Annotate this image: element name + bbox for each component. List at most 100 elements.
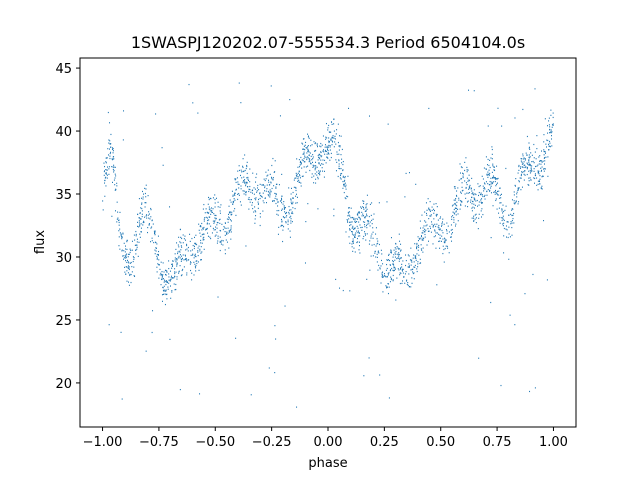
data-point	[349, 211, 351, 213]
data-point	[156, 257, 158, 259]
data-point	[408, 263, 410, 265]
data-point	[252, 207, 254, 210]
y-tick-label: 45	[55, 62, 72, 77]
data-point	[302, 148, 304, 150]
data-point	[496, 193, 498, 195]
data-point	[186, 243, 188, 245]
data-point	[292, 212, 294, 215]
data-point	[451, 216, 453, 218]
data-point	[225, 239, 227, 241]
data-point	[230, 219, 231, 221]
data-point	[342, 175, 344, 177]
data-point	[499, 197, 501, 199]
data-point	[137, 213, 139, 216]
data-point	[324, 146, 326, 148]
data-point	[273, 185, 275, 187]
data-point	[153, 241, 155, 244]
data-point	[205, 229, 207, 231]
data-point	[362, 238, 364, 240]
data-point	[230, 201, 232, 203]
data-point	[176, 258, 178, 260]
data-point	[434, 230, 436, 232]
data-point	[165, 289, 167, 291]
data-point	[507, 221, 509, 223]
data-point	[304, 144, 306, 146]
data-point	[174, 289, 176, 291]
data-point	[303, 158, 305, 160]
data-point	[228, 217, 230, 219]
data-point	[448, 252, 450, 254]
data-point	[282, 229, 284, 231]
data-point	[256, 190, 258, 192]
data-point	[175, 288, 177, 291]
data-point	[549, 146, 551, 148]
data-point	[491, 182, 493, 185]
data-point	[328, 144, 330, 147]
data-point	[366, 203, 368, 205]
data-point	[416, 244, 418, 246]
data-point	[375, 245, 377, 247]
data-point	[386, 267, 388, 270]
data-point	[468, 174, 470, 176]
data-point	[221, 239, 223, 242]
data-point	[212, 220, 214, 222]
data-point	[197, 247, 199, 249]
data-point	[217, 237, 219, 240]
data-point	[551, 138, 553, 140]
data-point	[249, 185, 251, 188]
data-point	[543, 154, 545, 156]
data-point	[238, 192, 240, 195]
data-point	[485, 181, 487, 183]
data-point	[146, 214, 147, 216]
data-point	[371, 223, 373, 225]
data-point	[136, 244, 138, 246]
data-point	[501, 217, 503, 219]
data-point	[219, 241, 221, 243]
data-point	[414, 243, 416, 245]
data-point	[457, 220, 459, 222]
data-point	[489, 189, 491, 192]
data-point	[161, 274, 163, 276]
data-point	[119, 211, 121, 214]
data-point	[339, 287, 341, 289]
data-point	[299, 181, 301, 183]
data-point	[265, 178, 267, 180]
data-point	[460, 203, 462, 205]
data-point	[144, 216, 146, 218]
data-point	[411, 277, 413, 279]
data-point	[358, 245, 360, 247]
data-point	[250, 394, 252, 396]
data-point	[313, 182, 315, 184]
data-point	[526, 173, 528, 176]
data-point	[307, 165, 309, 167]
data-point	[540, 187, 542, 190]
data-point	[386, 287, 388, 289]
data-point	[405, 254, 407, 256]
data-point	[249, 188, 251, 191]
data-point	[104, 179, 106, 182]
data-point	[246, 172, 248, 175]
data-point	[307, 135, 309, 137]
data-point	[452, 215, 454, 217]
data-point	[248, 196, 250, 199]
data-point	[462, 172, 464, 174]
data-point	[271, 164, 273, 167]
data-point	[458, 199, 460, 201]
data-point	[543, 149, 545, 151]
data-point	[176, 276, 178, 278]
data-point	[288, 211, 290, 214]
data-point	[147, 231, 149, 234]
data-point	[180, 236, 182, 238]
data-point	[281, 209, 283, 211]
data-point	[207, 235, 209, 237]
data-point	[135, 230, 137, 233]
data-point	[125, 248, 127, 250]
data-point	[237, 183, 239, 185]
data-point	[289, 99, 291, 101]
data-point	[319, 170, 321, 172]
data-point	[404, 273, 406, 275]
data-point	[416, 247, 418, 250]
data-point	[473, 194, 475, 196]
data-point	[340, 154, 342, 156]
data-point	[529, 163, 531, 165]
